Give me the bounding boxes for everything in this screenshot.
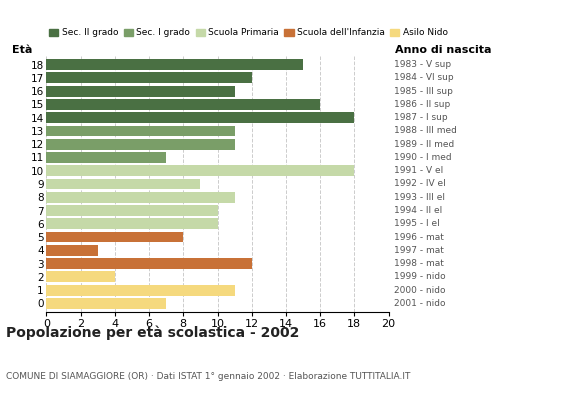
Text: 1996 - mat: 1996 - mat (394, 232, 444, 242)
Bar (46, 258, 252, 269)
Text: 1985 - III sup: 1985 - III sup (394, 87, 454, 96)
Text: 1987 - I sup: 1987 - I sup (394, 113, 448, 122)
Text: Anno di nascita: Anno di nascita (396, 45, 492, 55)
Bar (46, 205, 218, 216)
Text: 2001 - nido: 2001 - nido (394, 299, 446, 308)
Text: 1999 - nido: 1999 - nido (394, 272, 446, 281)
Bar (46, 99, 320, 110)
Bar (46, 112, 354, 123)
Bar (46, 139, 234, 150)
Bar (46, 72, 252, 83)
Text: 1983 - V sup: 1983 - V sup (394, 60, 451, 69)
Bar (46, 272, 115, 282)
Text: 1989 - II med: 1989 - II med (394, 140, 455, 149)
Bar (46, 218, 218, 229)
Legend: Sec. II grado, Sec. I grado, Scuola Primaria, Scuola dell'Infanzia, Asilo Nido: Sec. II grado, Sec. I grado, Scuola Prim… (49, 28, 448, 38)
Bar (46, 192, 234, 203)
Text: Età: Età (12, 45, 32, 55)
Text: 1986 - II sup: 1986 - II sup (394, 100, 451, 109)
Text: 1995 - I el: 1995 - I el (394, 219, 440, 228)
Text: 1997 - mat: 1997 - mat (394, 246, 444, 255)
Text: Popolazione per età scolastica - 2002: Popolazione per età scolastica - 2002 (6, 326, 299, 340)
Bar (46, 245, 97, 256)
Text: 2000 - nido: 2000 - nido (394, 286, 446, 295)
Bar (46, 178, 201, 190)
Bar (46, 59, 303, 70)
Text: 1993 - III el: 1993 - III el (394, 193, 445, 202)
Bar (46, 298, 166, 309)
Text: 1990 - I med: 1990 - I med (394, 153, 452, 162)
Bar (46, 86, 234, 96)
Bar (46, 152, 166, 163)
Text: 1992 - IV el: 1992 - IV el (394, 180, 446, 188)
Bar (46, 165, 354, 176)
Text: 1998 - mat: 1998 - mat (394, 259, 444, 268)
Bar (46, 285, 234, 296)
Text: 1994 - II el: 1994 - II el (394, 206, 443, 215)
Text: COMUNE DI SIAMAGGIORE (OR) · Dati ISTAT 1° gennaio 2002 · Elaborazione TUTTITALI: COMUNE DI SIAMAGGIORE (OR) · Dati ISTAT … (6, 372, 410, 381)
Bar (46, 232, 183, 242)
Bar (46, 126, 234, 136)
Text: 1991 - V el: 1991 - V el (394, 166, 444, 175)
Text: 1984 - VI sup: 1984 - VI sup (394, 73, 454, 82)
Text: 1988 - III med: 1988 - III med (394, 126, 457, 136)
